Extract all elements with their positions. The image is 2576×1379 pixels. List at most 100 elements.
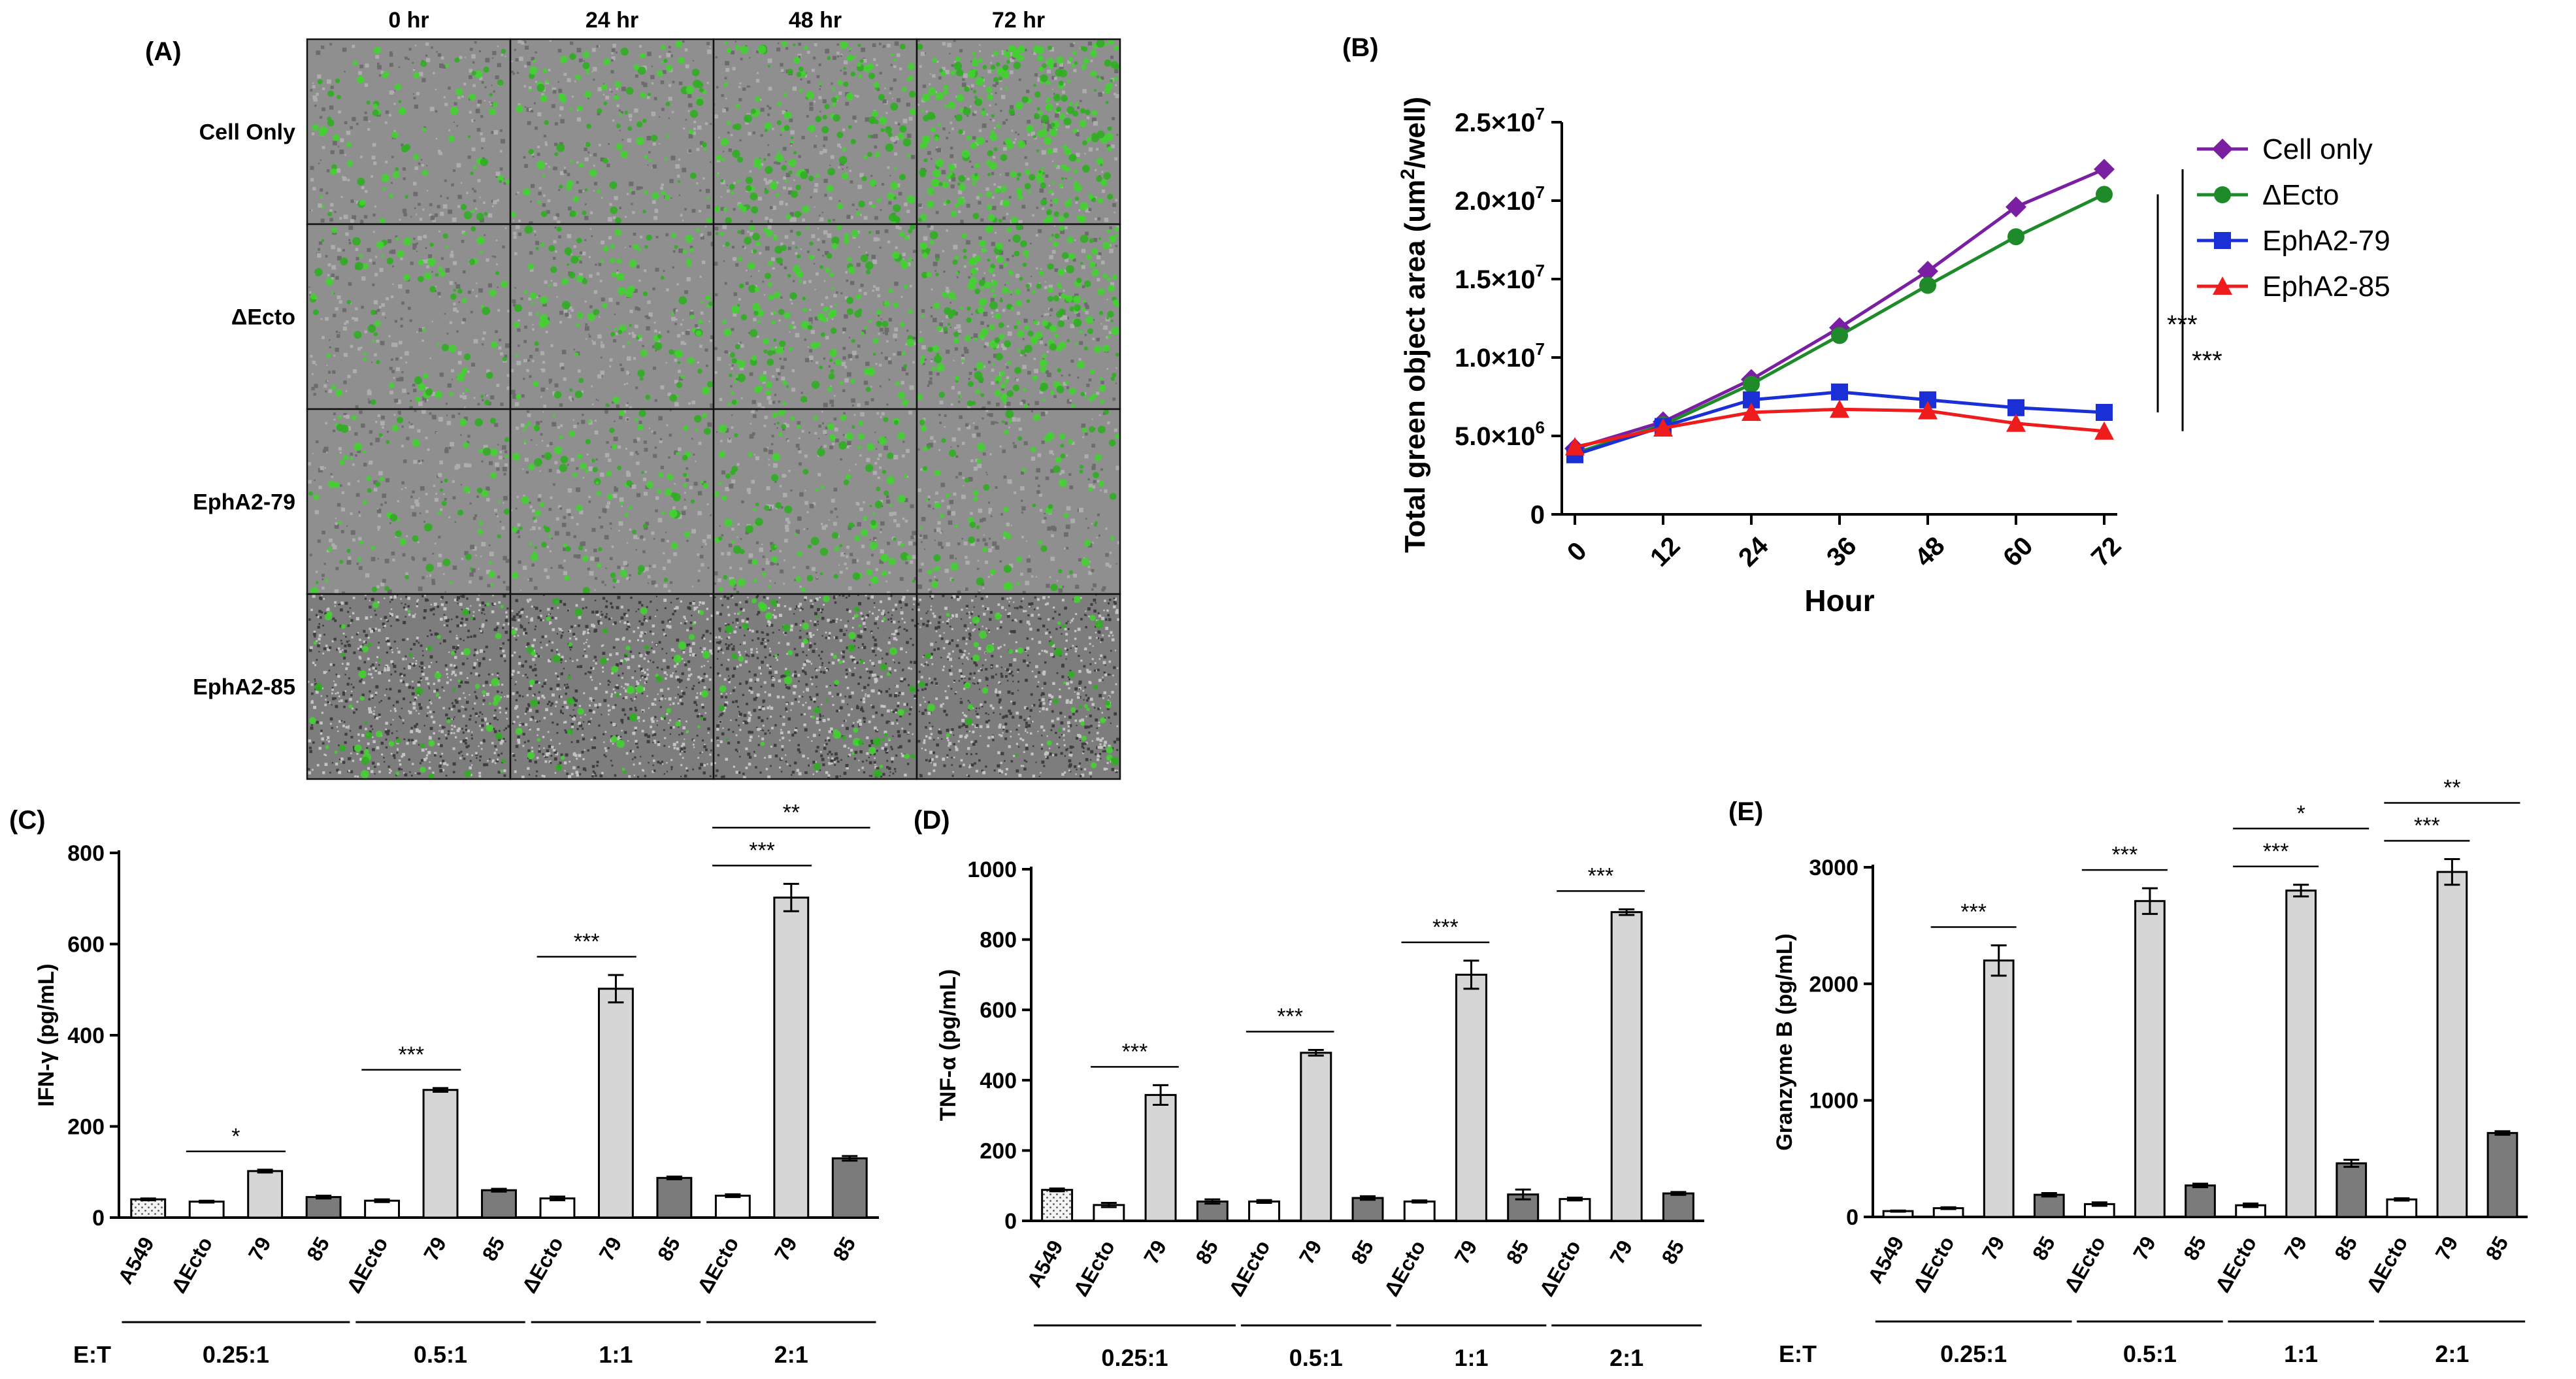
x-tick-label: 85 [2481,1233,2513,1265]
et-label: E:T [73,1341,111,1368]
x-tick-label: 79 [770,1233,802,1265]
x-tick-label: 85 [653,1233,685,1265]
panel-c-label: (C) [9,806,46,835]
legend-label: EphA2-79 [2262,225,2390,257]
green-cells [916,39,1120,225]
group-label: 1:1 [1454,1344,1488,1371]
x-tick-label: 85 [302,1233,334,1265]
green-cells [510,41,712,224]
x-tick-label: 79 [2279,1233,2311,1265]
x-tick-label: 85 [1191,1237,1223,1269]
bar-ΔEcto [1248,1199,1281,1222]
y-tick-label: 0 [1004,1209,1017,1234]
bar [1041,1189,1074,1222]
condition-label: Cell Only [199,120,295,145]
x-axis-title: Hour [1804,584,1874,618]
data-point [2094,159,2115,180]
bar [1351,1197,1384,1222]
significance-label: *** [1277,1005,1303,1029]
micrograph-cell [916,223,1121,410]
y-tick-label: 0 [1846,1205,1858,1230]
bar-79 [1144,1084,1177,1222]
y-tick-label: 400 [67,1023,105,1048]
y-tick-label: 2000 [1809,972,1858,997]
panel-d-label: (D) [914,806,950,835]
x-tick-label: 85 [2330,1233,2362,1265]
bar [656,1176,693,1219]
y-axis-title: Total green object area (um2/well) [1397,97,1431,553]
condition-label: EphA2-85 [193,675,295,700]
bar-85 [1351,1195,1384,1222]
condition-label: ΔEcto [231,305,295,330]
data-point [1831,327,1848,344]
micrograph-border [916,593,1121,780]
group-label: 0.25:1 [1101,1344,1168,1371]
bar [2386,1198,2418,1218]
bar [130,1198,167,1219]
y-tick-label: 2.5×107 [1455,104,1545,137]
data-point [2007,399,2024,416]
x-tick-label: ΔEcto [2060,1233,2110,1297]
bar-85 [2033,1191,2065,1218]
green-cells [308,414,510,595]
green-cells [715,224,916,407]
data-point [1918,401,1938,420]
x-tick-label: 85 [828,1233,860,1265]
bar-79 [2134,887,2166,1218]
bar-ΔEcto [1093,1202,1125,1222]
bar-85 [305,1195,342,1219]
y-tick-label: 2.0×107 [1455,182,1545,216]
timepoint-label: 72 hr [992,8,1045,33]
bar-79 [1983,944,2015,1218]
group-label: 1:1 [599,1341,633,1368]
bar-79 [773,882,810,1219]
legend-label: ΔEcto [2262,179,2339,211]
micrograph-texture [510,594,714,779]
data-point [1743,375,1760,393]
x-tick-label: 85 [1502,1237,1534,1269]
x-tick-label: 79 [1977,1233,2009,1265]
x-tick-label: 79 [595,1233,627,1265]
y-tick-label: 3000 [1809,856,1858,880]
bar-ΔEcto [714,1193,751,1219]
x-tick-label: 79 [1139,1237,1171,1269]
x-tick-label: 24 [1733,531,1774,572]
data-point [2096,186,2113,203]
bar [2436,871,2468,1218]
micrograph-background [714,224,917,409]
micrograph-cell [916,408,1121,595]
green-cells [513,225,714,407]
y-tick-label: 600 [67,933,105,957]
y-tick-label: 0 [92,1206,105,1231]
group-label: 0.25:1 [1940,1340,2007,1367]
legend-marker [2214,186,2231,203]
micrograph-texture [714,41,916,224]
bar [1403,1200,1436,1222]
x-tick-label: ΔEcto [1535,1237,1585,1301]
series-EphA2-85 [1565,399,2114,456]
timepoint-label: 24 hr [586,8,638,33]
bar-ΔEcto [188,1199,225,1219]
group-label: 1:1 [2284,1340,2318,1367]
bar-79 [2285,884,2317,1218]
micrograph-cell [306,593,512,780]
x-tick-label: 85 [2028,1233,2060,1265]
significance-label: * [231,1124,240,1149]
micrograph-cell [509,593,715,780]
data-point [1831,383,1848,401]
micrograph-texture [714,409,917,595]
x-tick-label: ΔEcto [2211,1233,2261,1297]
x-tick-label: 12 [1645,531,1686,573]
bar-79 [422,1087,459,1219]
x-tick-label: 0 [1562,537,1593,567]
panel-a-label: (A) [145,37,182,66]
legend-marker [2212,139,2233,159]
micrograph-texture [307,409,511,595]
green-cells [312,46,510,224]
bar [1662,1192,1694,1222]
micrograph-cell [306,38,512,225]
panel-b-label: (B) [1342,33,1379,62]
micrograph-texture [714,594,917,780]
bar [422,1089,459,1219]
